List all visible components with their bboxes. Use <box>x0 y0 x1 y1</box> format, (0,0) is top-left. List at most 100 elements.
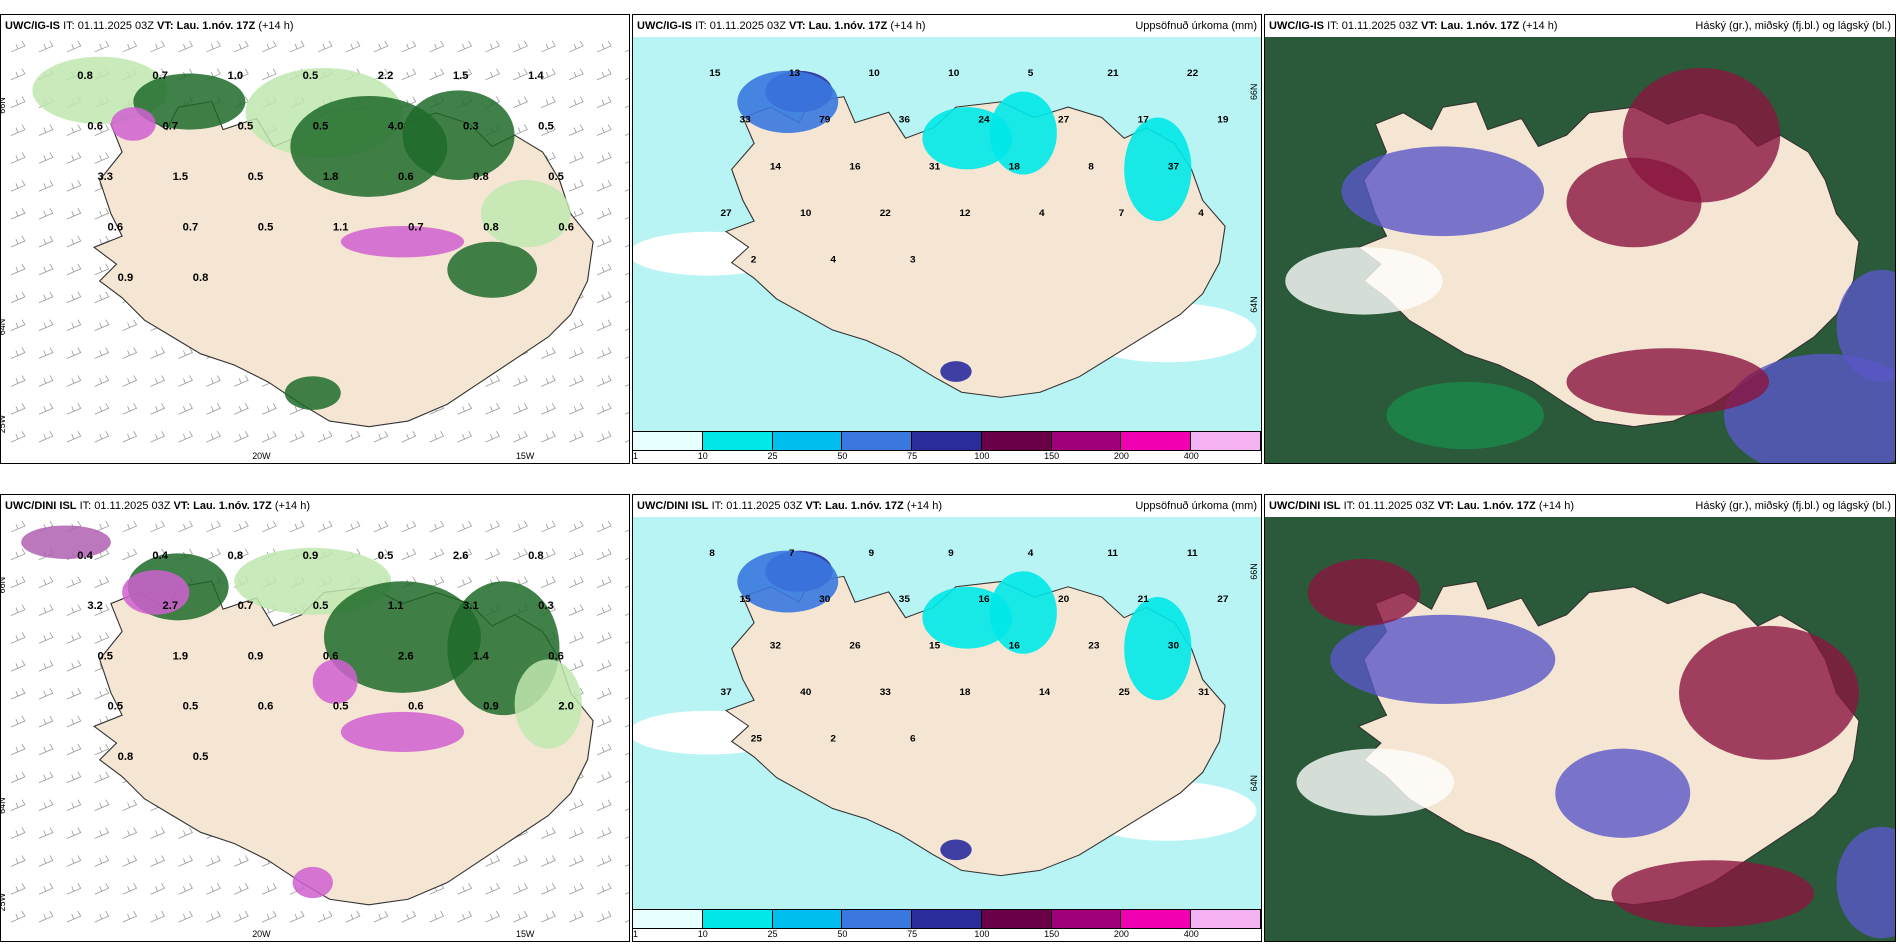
panel-header: UWC/IG-IS IT: 01.11.2025 03Z VT: Lau. 1.… <box>1265 15 1895 37</box>
wind-barb <box>429 548 445 561</box>
precip-value: 0.8 <box>193 272 209 284</box>
panel-header: UWC/DINI ISL IT: 01.11.2025 03Z VT: Lau.… <box>633 495 1261 517</box>
wind-barb <box>10 124 26 136</box>
wind-barb <box>94 604 110 616</box>
precip-value: 0.8 <box>483 221 499 233</box>
map-area: 0.8 0.7 1.0 0.5 2.2 1.5 1.4 0.6 0.7 0.5 0.5 4.0 0.3 0… <box>1 37 629 463</box>
wind-barb <box>122 403 138 415</box>
wind-barb <box>38 180 54 192</box>
precip-value: 0.5 <box>238 121 254 133</box>
precip-value: 0.9 <box>483 701 499 713</box>
wind-barb <box>66 687 82 700</box>
wind-barb <box>66 403 82 415</box>
precip-value: 15 <box>740 595 752 606</box>
wind-barb <box>122 319 138 331</box>
panel-cloud-top: UWC/IG-IS IT: 01.11.2025 03Z VT: Lau. 1.… <box>1264 14 1896 464</box>
wind-barb <box>206 520 221 533</box>
colorbar-label: 200 <box>1113 929 1129 939</box>
precip-value: 11 <box>1107 548 1118 559</box>
precip-value: 32 <box>770 641 781 652</box>
wind-barb <box>457 520 473 533</box>
colorbar-swatch <box>772 432 843 450</box>
wind-barb <box>234 40 249 53</box>
wind-barb <box>262 910 277 923</box>
precip-value: 0.7 <box>408 221 424 233</box>
wind-barb <box>38 430 54 443</box>
wind-barb <box>596 687 612 700</box>
wind-barb <box>596 291 612 304</box>
precip-area <box>133 73 246 130</box>
wind-barb <box>457 910 473 923</box>
wind-barb <box>178 375 193 387</box>
wind-barb <box>66 883 82 895</box>
cloud-area <box>1307 558 1421 626</box>
wind-barb <box>38 910 54 923</box>
wind-barb <box>513 40 528 53</box>
wind-barb <box>66 347 82 359</box>
precip-value: 2.6 <box>398 650 414 662</box>
map-group: 0.8 0.7 1.0 0.5 2.2 1.5 1.4 0.6 0.7 0.5 0.5 4.0 0.3 0… <box>32 56 594 428</box>
wind-barb <box>317 520 333 533</box>
land-iceland <box>724 96 1226 398</box>
precip-value: 1.8 <box>323 171 339 183</box>
wind-barb <box>429 576 445 589</box>
wind-barb <box>66 604 82 616</box>
wind-barb <box>541 548 556 561</box>
wind-barb <box>94 263 110 276</box>
precip-value: 0.6 <box>323 650 339 662</box>
wind-barb <box>66 576 82 589</box>
vt-label: VT: <box>805 500 823 512</box>
wind-barb <box>38 291 54 304</box>
wind-barb <box>596 319 612 331</box>
precip-area <box>922 586 1013 649</box>
wind-barb <box>178 40 193 53</box>
precip-value: 3.2 <box>87 600 103 612</box>
precip-area <box>292 866 333 899</box>
panel-wind-bottom: UWC/DINI ISL IT: 01.11.2025 03Z VT: Lau.… <box>0 494 630 942</box>
wind-barb <box>122 883 138 895</box>
wind-barb <box>596 827 612 839</box>
precip-area <box>737 70 839 134</box>
wind-barb <box>485 430 500 443</box>
colorbar-label: 1 <box>632 451 639 461</box>
model-name: UWC/IG-IS <box>1269 20 1324 32</box>
precip-value: 25 <box>1119 687 1131 698</box>
precip-value: 1.5 <box>453 70 469 82</box>
precip-value: 0.7 <box>162 121 178 133</box>
map-area <box>1265 37 1895 463</box>
wind-barb <box>541 430 556 443</box>
precip-value: 0.5 <box>97 650 113 662</box>
colorbar-swatch <box>981 910 1052 928</box>
wind-barb <box>596 40 612 53</box>
wind-barb <box>234 375 249 387</box>
wind-barb <box>569 375 584 387</box>
precip-value: 0.5 <box>548 171 564 183</box>
wind-barb <box>541 827 556 839</box>
precip-area <box>940 839 972 861</box>
colorbar-label: 75 <box>907 929 918 939</box>
wind-barb <box>541 576 556 589</box>
wind-barb <box>262 430 277 443</box>
precip-value: 33 <box>880 687 892 698</box>
precip-value: 0.5 <box>303 70 319 82</box>
wind-barb <box>429 68 445 81</box>
wind-barb <box>122 799 138 811</box>
wind-barb <box>569 68 584 81</box>
wind-barb <box>10 207 26 220</box>
wind-barb <box>373 520 389 533</box>
precip-value: 35 <box>899 595 911 606</box>
wind-barb <box>596 632 612 644</box>
wind-barb <box>596 883 612 895</box>
wind-barb <box>345 40 361 53</box>
colorbar-label: 25 <box>767 451 778 461</box>
precip-area <box>1124 597 1192 701</box>
precip-area <box>1124 117 1192 222</box>
wind-barb <box>10 883 26 895</box>
wind-barb <box>94 207 110 220</box>
wind-barb <box>10 263 26 276</box>
map-svg: 0.8 0.7 1.0 0.5 2.2 1.5 1.4 0.6 0.7 0.5 0.5 4.0 0.3 0… <box>1 37 629 463</box>
wind-barb <box>38 743 54 756</box>
wind-barb <box>289 910 305 923</box>
wind-barb <box>485 68 500 81</box>
wind-barb <box>206 403 221 415</box>
